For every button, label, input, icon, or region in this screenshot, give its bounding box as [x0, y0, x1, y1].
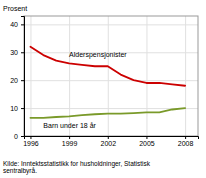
lines — [30, 47, 185, 118]
x-tick: 2002 — [100, 136, 116, 147]
x-tick: 1999 — [62, 136, 78, 147]
x-grid — [31, 16, 186, 136]
y-tick-mark — [21, 24, 24, 25]
y-tick-mark — [21, 136, 24, 137]
y-axis-line — [21, 17, 25, 137]
y-label: Prosent — [3, 5, 27, 12]
y-tick-mark — [21, 108, 24, 109]
y-tick-label: 30 — [10, 49, 18, 56]
y-axis: 0 10 20 30 40 — [10, 17, 24, 140]
x-tick-label: 2002 — [100, 140, 116, 147]
x-tick-label: 2008 — [178, 140, 194, 147]
y-tick: 30 — [10, 49, 24, 56]
y-tick: 0 — [14, 133, 24, 140]
plot-frame — [24, 16, 198, 136]
y-tick-mark — [21, 80, 24, 81]
y-tick-label: 10 — [10, 105, 18, 112]
x-tick-mark — [30, 136, 31, 139]
x-tick-mark — [185, 136, 186, 139]
y-tick-label: 20 — [10, 77, 18, 84]
x-axis: 1996 1999 2002 2005 2008 — [23, 136, 198, 147]
chart: 1996 1999 2002 2005 2008 0 10 20 30 40 Alderspensj… — [0, 0, 206, 178]
y-tick: 40 — [10, 21, 24, 28]
x-grid-line — [185, 16, 186, 136]
x-tick-label: 1996 — [23, 140, 39, 147]
x-grid-tick — [146, 16, 147, 136]
y-grid-line — [24, 80, 198, 81]
line-label: Barn under 18 år — [43, 122, 96, 129]
x-grid-tick — [69, 16, 70, 136]
x-grid-tick — [185, 16, 186, 136]
plot: 1996 1999 2002 2005 2008 0 10 20 30 40 Alderspensj… — [10, 16, 198, 147]
x-tick-mark — [69, 136, 70, 139]
x-tick-mark — [108, 136, 109, 139]
series-line — [30, 47, 185, 86]
x-tick-label: 2005 — [139, 140, 155, 147]
x-axis-line — [25, 137, 199, 140]
x-grid-line — [146, 16, 147, 136]
source: Kilde: Inntektsstatistikk for husholdnin… — [3, 160, 151, 175]
y-tick: 20 — [10, 77, 24, 84]
x-tick-mark — [146, 136, 147, 139]
x-tick: 2005 — [139, 136, 155, 147]
y-grid — [24, 25, 198, 137]
series-line — [30, 108, 185, 118]
source-line: sentralbyrå. — [3, 167, 37, 175]
x-tick: 1996 — [23, 136, 39, 147]
x-grid-tick — [108, 16, 109, 136]
x-grid-line — [108, 16, 109, 136]
y-tick-label: 0 — [14, 133, 18, 140]
line-label: Alderspensjonister — [69, 51, 127, 59]
x-tick-label: 1999 — [62, 140, 78, 147]
x-grid-line — [69, 16, 70, 136]
y-grid-line — [24, 24, 198, 25]
y-tick-label: 40 — [10, 21, 18, 28]
y-grid-tick — [24, 24, 198, 25]
x-tick: 2008 — [178, 136, 194, 147]
y-tick-mark — [21, 52, 24, 53]
y-tick: 10 — [10, 105, 24, 112]
y-grid-tick — [24, 80, 198, 81]
